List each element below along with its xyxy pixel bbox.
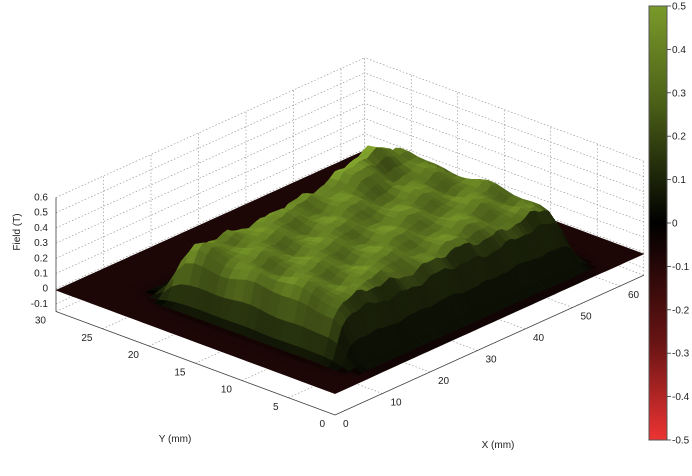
z-axis-label: Field (T) (12, 213, 23, 250)
colorbar-tick-label: -0.5 (672, 436, 690, 447)
y-tick-label: 20 (128, 350, 140, 361)
x-tick-label: 60 (628, 290, 640, 301)
colorbar: 0.5 0.4 0.3 0.2 0.1 0 -0.1 -0.2 -0.3 -0.4 -0.5 (648, 2, 690, 447)
y-tick-label: 0 (319, 419, 325, 430)
z-tick-label: 0.1 (34, 269, 48, 280)
axis-ticks: -0.1 0 0.1 0.2 0.3 0.4 0.5 0.6 0 5 10 15 20 25 30 0 10 20… (31, 193, 640, 431)
colorbar-tick-label: 0.4 (672, 45, 686, 56)
x-tick-label: 20 (438, 376, 450, 387)
colorbar-tick-label: -0.3 (672, 349, 690, 360)
x-tick-label: 30 (486, 355, 498, 366)
colorbar-tick-label: 0.5 (672, 2, 686, 13)
surface-mesh (55, 145, 645, 394)
y-tick-label: 15 (174, 367, 186, 378)
colorbar-gradient (648, 5, 668, 441)
x-tick-label: 50 (581, 312, 593, 323)
z-tick-label: -0.1 (31, 299, 49, 310)
y-tick-label: 30 (35, 316, 47, 327)
x-axis-label: X (mm) (482, 440, 515, 451)
y-tick-label: 10 (221, 385, 233, 396)
colorbar-tick-label: 0.2 (672, 132, 686, 143)
colorbar-tick-label: -0.4 (672, 392, 690, 403)
z-tick-label: 0 (42, 284, 48, 295)
y-tick-label: 5 (273, 402, 279, 413)
z-tick-label: 0.4 (34, 223, 48, 234)
colorbar-tick-label: 0.1 (672, 175, 686, 186)
z-tick-label: 0.5 (34, 208, 48, 219)
colorbar-tick-label: -0.1 (672, 262, 690, 273)
x-tick-label: 0 (343, 419, 349, 430)
x-tick-label: 40 (533, 333, 545, 344)
y-axis-label: Y (mm) (159, 434, 192, 445)
z-tick-label: 0.3 (34, 238, 48, 249)
colorbar-tick-label: 0 (672, 219, 678, 230)
y-tick-label: 25 (81, 333, 93, 344)
z-tick-label: 0.2 (34, 253, 48, 264)
surface-patch (629, 250, 645, 257)
z-tick-label: 0.6 (34, 193, 48, 204)
colorbar-tick-label: 0.3 (672, 88, 686, 99)
x-tick-label: 10 (391, 398, 403, 409)
colorbar-tick-label: -0.2 (672, 305, 690, 316)
